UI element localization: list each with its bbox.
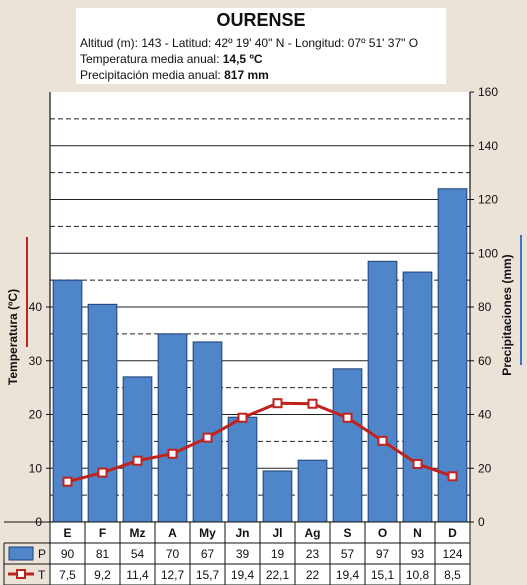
precipitation-bar [262,470,293,523]
precipitation-legend-label: P [38,547,46,561]
annual-precipitation-value: 817 mm [224,68,269,82]
temperature-value: 15,7 [196,568,220,582]
left-tick-label: 40 [29,300,43,314]
annual-temperature-value: 14,5 ºC [222,52,263,66]
temperature-value: 22,1 [266,568,290,582]
temperature-point [202,432,213,443]
temperature-value: 12,7 [161,568,185,582]
location-info: Altitud (m): 143 - Latitud: 42º 19' 40" … [80,36,419,50]
precipitation-bar [87,303,118,523]
temperature-point [412,458,423,469]
left-tick-label: 10 [29,461,43,475]
month-label: N [413,526,422,540]
temperature-point [447,471,458,482]
precipitation-value: 23 [306,547,320,561]
annual-temperature: Temperatura media anual: 14,5 ºC [80,52,263,66]
month-label: F [99,526,106,540]
right-tick-label: 0 [478,515,485,529]
precipitation-value: 57 [341,547,355,561]
precipitation-bar [227,416,258,523]
annual-precipitation: Precipitación media anual: 817 mm [80,68,269,82]
right-tick-label: 100 [478,246,498,260]
temperature-value: 15,1 [371,568,395,582]
month-label: E [63,526,71,540]
temperature-point [377,435,388,446]
precipitation-bar [332,368,363,523]
left-axis-title: Temperatura (ºC) [6,289,20,385]
month-label: A [168,526,177,540]
temperature-point [97,467,108,478]
precipitation-value: 39 [236,547,250,561]
annual-temperature-label: Temperatura media anual: [80,52,223,66]
month-label: Mz [130,526,146,540]
precipitation-bar [297,459,328,523]
right-tick-label: 60 [478,354,492,368]
right-tick-label: 20 [478,461,492,475]
month-label: O [378,526,387,540]
temperature-value: 7,5 [59,568,76,582]
temperature-legend-marker [16,569,26,579]
temperature-point [132,455,143,466]
temperature-value: 19,4 [231,568,255,582]
precipitation-value: 67 [201,547,215,561]
temperature-value: 9,2 [94,568,111,582]
temperature-line [67,401,453,484]
temperature-point [237,412,248,423]
left-tick-label: 30 [29,354,43,368]
left-tick-label: 20 [29,408,43,422]
month-label: D [448,526,457,540]
month-label: Jl [272,526,282,540]
chart-title: OURENSE [216,10,306,30]
temperature-point [342,412,353,423]
precipitation-bar [437,188,468,523]
temperature-legend-label: T [38,568,46,582]
month-label: S [343,526,351,540]
precipitation-value: 81 [96,547,110,561]
temperature-point [62,476,73,487]
precipitation-value: 19 [271,547,285,561]
temperature-value: 22 [306,568,320,582]
month-label: Ag [305,526,321,540]
precipitation-bar [122,376,153,523]
precipitation-value: 124 [442,547,462,561]
precipitation-value: 93 [411,547,425,561]
month-label: My [199,526,216,540]
temperature-point [307,398,318,409]
month-label: Jn [235,526,249,540]
precipitation-value: 70 [166,547,180,561]
precipitation-value: 54 [131,547,145,561]
temperature-value: 10,8 [406,568,430,582]
right-tick-label: 80 [478,300,492,314]
precipitation-bar [402,271,433,523]
right-tick-label: 120 [478,193,498,207]
temperature-value: 8,5 [444,568,461,582]
right-tick-label: 160 [478,85,498,99]
precipitation-value: 90 [61,547,75,561]
temperature-value: 19,4 [336,568,360,582]
precipitation-bar [157,333,188,523]
chart-header: OURENSE Altitud (m): 143 - Latitud: 42º … [76,8,446,84]
precipitation-value: 97 [376,547,390,561]
precipitation-legend-swatch [8,546,34,561]
right-tick-label: 40 [478,408,492,422]
right-axis-title: Precipitaciones (mm) [500,254,514,375]
temperature-point [167,448,178,459]
precipitation-bar [367,260,398,523]
temperature-point [272,398,283,409]
annual-precipitation-label: Precipitación media anual: [80,68,225,82]
temperature-value: 11,4 [126,568,149,582]
right-tick-label: 140 [478,139,498,153]
